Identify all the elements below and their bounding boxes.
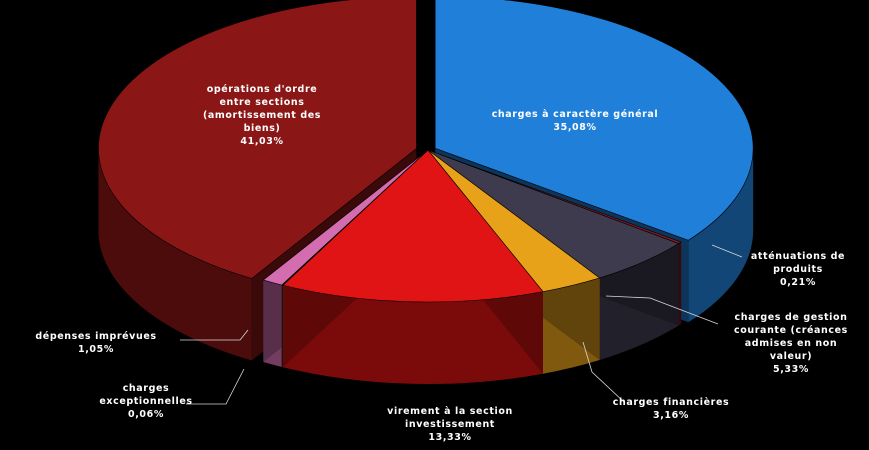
leader-line-5 (186, 368, 245, 405)
slice-label-line: charges (123, 383, 170, 394)
slice-label-line: dépenses imprévues (35, 331, 156, 342)
slice-label-line: 0,06% (128, 409, 164, 420)
slice-label-line: exceptionnelles (99, 396, 192, 407)
slice-side-7 (98, 148, 252, 361)
slice-label-line: 41,03% (240, 136, 283, 147)
leader-line-2 (605, 295, 719, 325)
slice-label-4: virement à la section investissement 13,33… (387, 406, 513, 443)
slice-label-line: investissement (405, 419, 495, 430)
slice-0 (434, 0, 754, 241)
slice-label-line: charges à caractère général (492, 109, 659, 120)
slice-label-line: biens) (244, 123, 281, 134)
slice-label-line: charges financières (613, 397, 730, 408)
leader-lines (180, 244, 743, 405)
slice-label-line: entre sections (219, 97, 304, 108)
slice-label-5: charges exceptionnelles 0,06% (99, 383, 192, 420)
slice-label-line: 35,08% (553, 122, 596, 133)
slice-label-0: charges à caractère général 35,08% (492, 109, 659, 133)
slice-label-line: 1,05% (78, 344, 114, 355)
slice-label-line: 3,16% (653, 410, 689, 421)
pie-tops (98, 0, 754, 303)
slice-label-7: opérations d'ordre entre sections (amortis… (203, 84, 321, 147)
slice-label-3: charges financières 3,16% (613, 397, 730, 421)
slice-label-line: 5,33% (773, 364, 809, 375)
slice-label-line: produits (773, 264, 823, 275)
leader-line-1 (711, 244, 743, 258)
slice-labels: charges à caractère général 35,08% atténua… (35, 84, 848, 443)
slice-label-line: 0,21% (780, 277, 816, 288)
slice-label-line: virement à la section (387, 406, 513, 417)
slice-label-line: admises en non (745, 338, 837, 349)
leader-line-6 (180, 329, 249, 341)
slice-label-line: opérations d'ordre (207, 84, 318, 95)
slice-label-line: valeur) (770, 351, 812, 362)
slice-label-line: courante (créances (734, 325, 848, 336)
slice-label-line: (amortissement des (203, 110, 321, 121)
slice-label-line: atténuations de (751, 251, 845, 262)
slice-7 (98, 0, 417, 279)
slice-label-line: charges de gestion (734, 312, 847, 323)
slice-6 (262, 149, 429, 286)
leader-line-3 (582, 341, 626, 404)
slice-4 (282, 149, 544, 303)
slice-label-1: atténuations de produits 0,21% (751, 251, 845, 288)
slice-label-6: dépenses imprévues 1,05% (35, 331, 156, 355)
slice-label-2: charges de gestion courante (créances admi… (734, 312, 848, 375)
slice-side-0 (688, 148, 754, 323)
slice-side-4 (282, 285, 544, 384)
slice-label-line: 13,33% (428, 432, 471, 443)
